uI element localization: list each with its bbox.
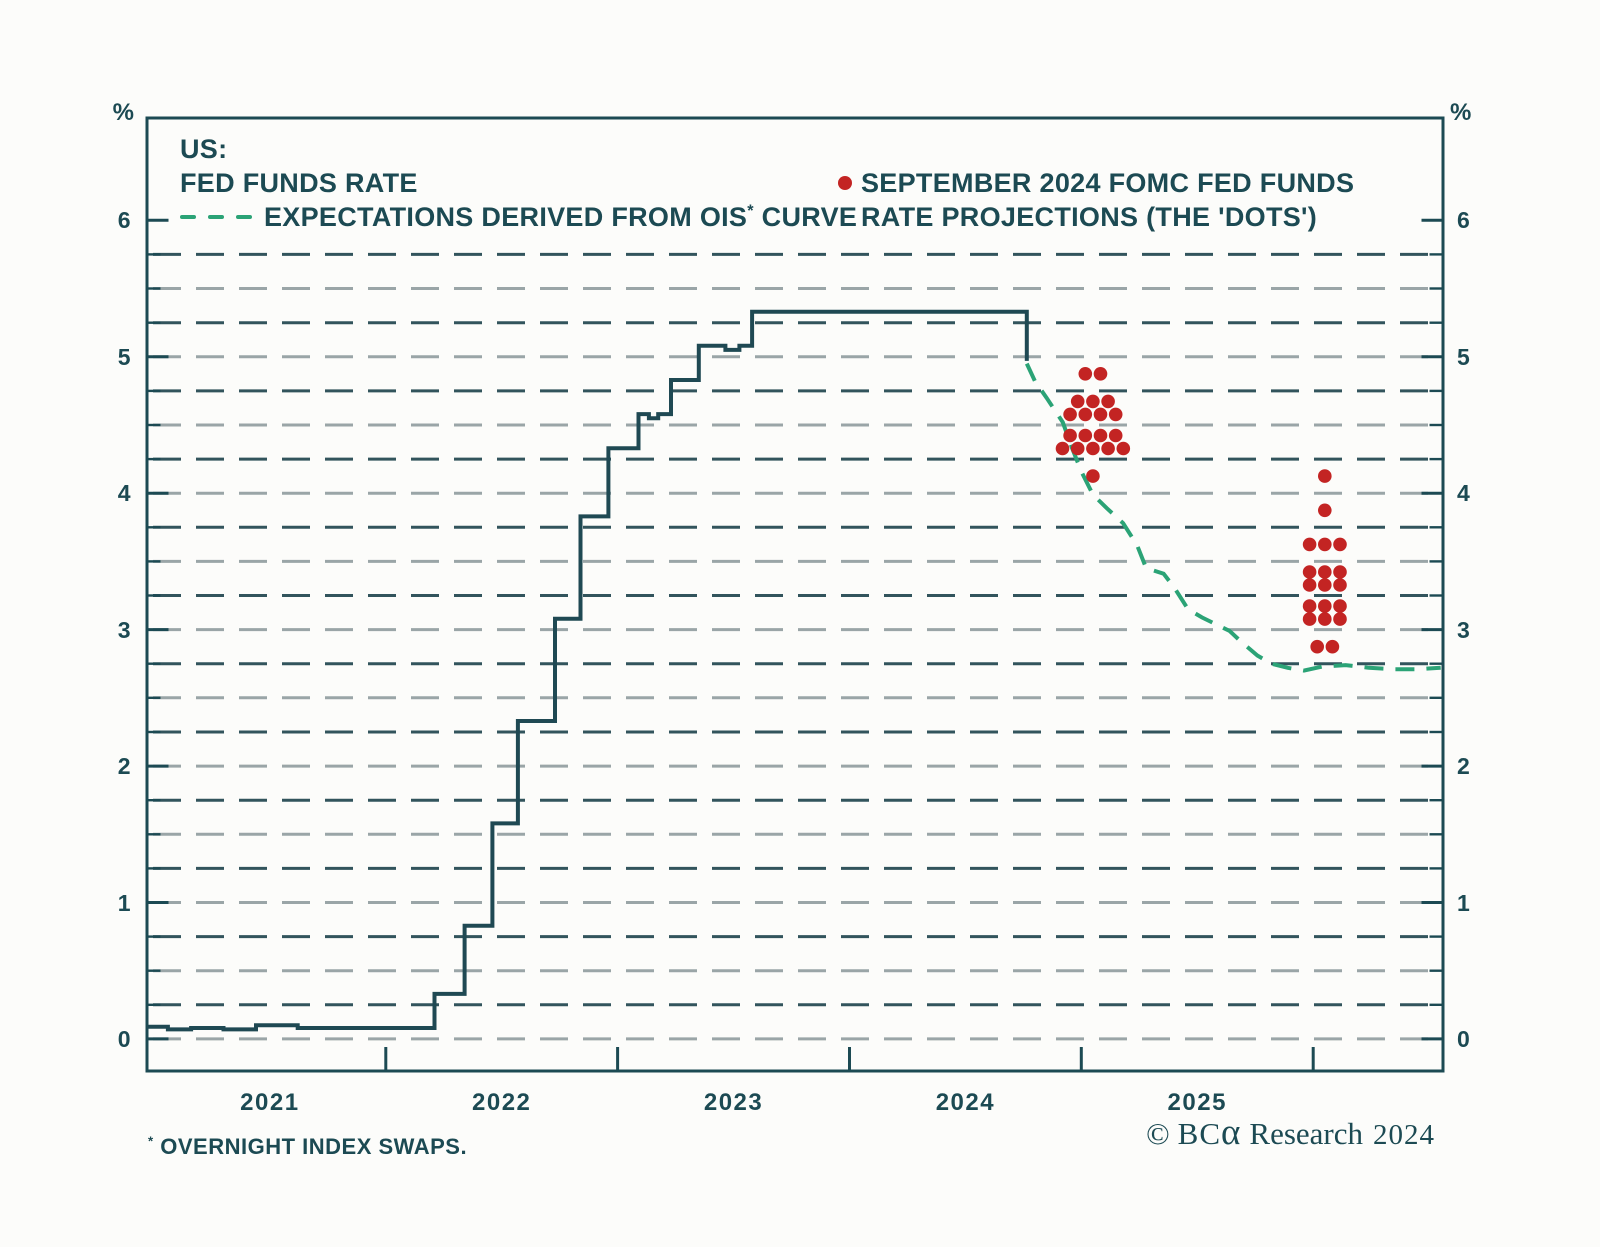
dot-swatch [838,176,852,190]
legend-ois-label: EXPECTATIONS DERIVED FROM OIS* CURVE [264,200,857,234]
legend-dots-line1: SEPTEMBER 2024 FOMC FED FUNDS [861,168,1355,198]
brand-alpha-glyph: α [1221,1112,1242,1153]
legend: US: FED FUNDS RATE EXPECTATIONS DERIVED … [180,132,857,234]
ois-dash-swatch [180,214,252,220]
legend-region-label: US: [180,134,228,164]
brand-logo: BCα [1177,1114,1242,1151]
legend-ois-item: EXPECTATIONS DERIVED FROM OIS* CURVE [180,200,857,234]
legend-fed-funds-label: FED FUNDS RATE [180,168,418,198]
footnote-asterisk: * [148,1133,154,1149]
ois-dash [180,214,196,220]
ois-dash [236,214,252,220]
legend-dots: SEPTEMBER 2024 FOMC FED FUNDS RATE PROJE… [833,166,1354,234]
legend-ois-asterisk: * [747,202,754,220]
copyright-research: Research [1249,1116,1363,1151]
legend-dots-line2: RATE PROJECTIONS (THE 'DOTS') [861,202,1318,232]
copyright: © BCα Research 2024 [1146,1114,1435,1152]
ois-dash [208,214,224,220]
legend-ois-text: EXPECTATIONS DERIVED FROM OIS [264,202,748,232]
y-axis-unit-left: % [112,99,134,126]
copyright-symbol: © [1146,1116,1170,1151]
copyright-year: 2024 [1373,1119,1435,1151]
footnote: * OVERNIGHT INDEX SWAPS. [148,1134,467,1160]
y-axis-unit-right: % [1450,99,1472,126]
legend-ois-text-suffix: CURVE [753,202,858,232]
brand-bc: BC [1177,1116,1221,1151]
footnote-text: OVERNIGHT INDEX SWAPS. [153,1134,468,1159]
